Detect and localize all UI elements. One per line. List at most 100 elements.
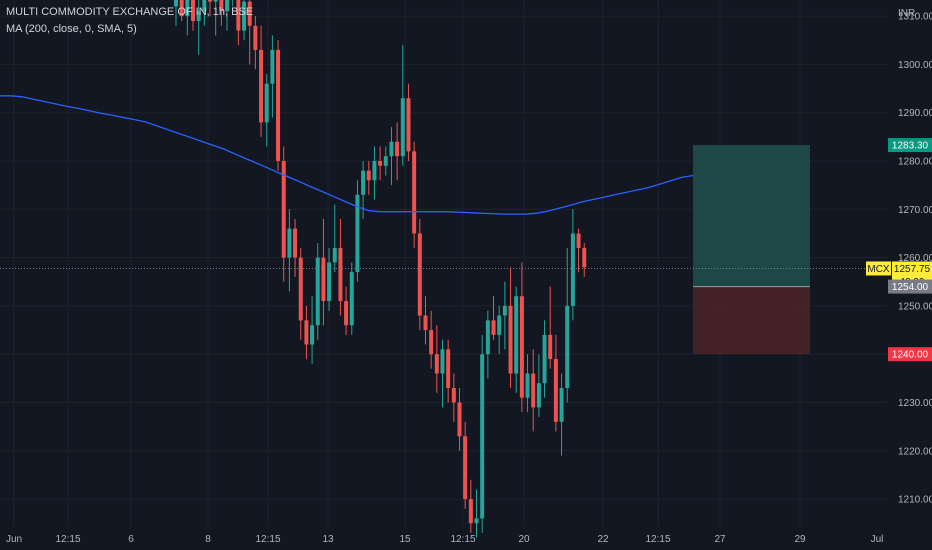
candle-body	[253, 25, 258, 50]
stop-price-tag-bg	[888, 347, 932, 362]
currency-label: INR	[898, 8, 915, 19]
candle-body	[536, 383, 541, 408]
target-price-tag-bg	[888, 138, 932, 153]
candle-body	[565, 305, 570, 389]
time-tick-label: 12:15	[55, 534, 80, 545]
candle-body	[395, 141, 400, 157]
candle-body	[491, 320, 496, 335]
price-tick-label: 1260.00	[898, 253, 932, 264]
candle-body	[440, 349, 445, 374]
candle-body	[264, 83, 269, 123]
candle-body	[304, 320, 309, 345]
candle-body	[400, 98, 405, 157]
candle-body	[434, 354, 439, 374]
time-tick-label: 12:15	[450, 534, 475, 545]
price-tick-label: 1290.00	[898, 108, 932, 119]
candle-body	[548, 334, 553, 360]
candle-body	[344, 301, 349, 326]
last-price-tag: 1257.75	[894, 264, 931, 275]
target-price-tag: 1283.30	[892, 141, 929, 152]
candle-body	[542, 334, 547, 384]
candle-body	[502, 305, 507, 316]
candle-body	[570, 233, 575, 306]
entry-price-tag: 1254.00	[892, 282, 929, 293]
candle-body	[191, 0, 196, 21]
candle-body	[559, 388, 564, 422]
time-tick-label: 12:15	[255, 534, 280, 545]
entry-price-tag-bg	[888, 279, 932, 294]
candle-body	[338, 247, 343, 302]
candle-body	[457, 402, 462, 437]
candle-body	[497, 315, 502, 335]
candle-body	[225, 0, 230, 12]
candle-body	[417, 233, 422, 316]
candle-body	[213, 0, 218, 2]
time-tick-label: 6	[128, 534, 134, 545]
indicator-legend[interactable]: MA (200, close, 0, SMA, 5)	[6, 23, 137, 35]
candle-body	[202, 0, 207, 12]
candle-body	[463, 436, 468, 500]
symbol-tag-bg	[866, 261, 891, 276]
symbol-tag: MCX	[867, 264, 890, 275]
candle-body	[179, 0, 184, 17]
time-tick-label: 20	[518, 534, 530, 545]
candle-body	[474, 518, 479, 524]
candle-body	[423, 315, 428, 331]
candle-body	[287, 228, 292, 258]
price-tick-label: 1300.00	[898, 60, 932, 71]
symbol-title[interactable]: MULTI COMMODITY EXCHANGE OF IN, 1h, BSE	[6, 6, 254, 18]
candle-body	[366, 170, 371, 181]
time-tick-label: Jun	[6, 534, 22, 545]
candle-body	[519, 296, 524, 398]
candle-body	[553, 359, 558, 422]
candle-body	[196, 11, 201, 21]
candle-body	[406, 98, 411, 152]
candle-body	[576, 233, 581, 248]
time-tick-label: Jul	[871, 534, 884, 545]
candle-body	[247, 1, 252, 26]
candle-body	[236, 0, 241, 31]
candle-body	[531, 373, 536, 408]
candle-body	[582, 247, 587, 268]
candle-body	[361, 170, 366, 195]
time-tick-label: 8	[205, 534, 211, 545]
candle-body	[310, 325, 315, 345]
long-position-tool	[693, 145, 810, 355]
candle-body	[298, 257, 303, 321]
candle-body	[525, 373, 530, 398]
candle-body	[412, 151, 417, 234]
time-tick-label: 12:15	[645, 534, 670, 545]
time-tick-label: 27	[714, 534, 726, 545]
price-tick-label: 1250.00	[898, 301, 932, 312]
candle-body	[332, 247, 337, 263]
time-axis: Jun 12:15 6 8 12:15 13 15 12:15 20 22 12:15 27 29 Jul	[6, 534, 883, 545]
candle-body	[327, 262, 332, 302]
price-tick-label: 1310.00	[898, 12, 932, 23]
candle-body	[242, 1, 247, 31]
price-tick-label: 1220.00	[898, 446, 932, 457]
candle-body	[281, 161, 286, 258]
stop-price-tag: 1240.00	[892, 350, 929, 361]
candle-body	[208, 0, 213, 2]
profit-zone	[693, 145, 810, 287]
time-tick-label: 15	[399, 534, 411, 545]
price-tick-label: 1280.00	[898, 157, 932, 168]
candle-body	[355, 194, 360, 273]
candle-body	[429, 330, 434, 355]
time-tick-label: 29	[794, 534, 806, 545]
candle-body	[378, 161, 383, 166]
candle-body	[372, 161, 377, 181]
candle-body	[485, 320, 490, 355]
candle-body	[321, 257, 326, 302]
candle-body	[446, 349, 451, 389]
candle-body	[514, 296, 519, 374]
candlestick-series	[174, 0, 587, 538]
candle-body	[451, 388, 456, 403]
candle-body	[315, 257, 320, 326]
loss-zone	[693, 286, 810, 355]
price-axis: INR1210.001220.001230.001240.001250.0012…	[898, 8, 932, 506]
price-tick-label: 1270.00	[898, 205, 932, 216]
candle-body	[508, 305, 513, 374]
